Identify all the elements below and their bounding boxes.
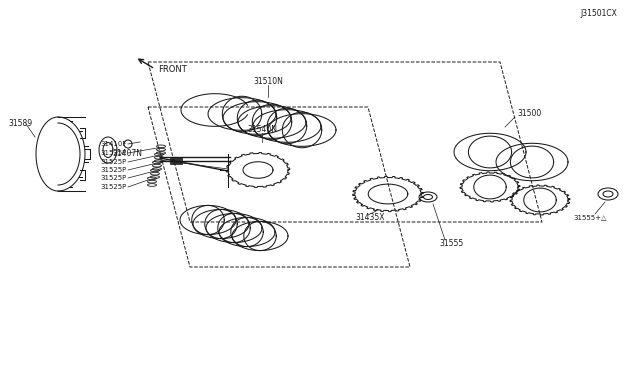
- Text: 31540N: 31540N: [247, 125, 277, 135]
- Text: 31407N: 31407N: [112, 150, 142, 158]
- Text: 31525P: 31525P: [100, 167, 126, 173]
- Text: 31525P: 31525P: [100, 175, 126, 181]
- Text: 31410F: 31410F: [100, 141, 126, 147]
- Text: 31510N: 31510N: [253, 77, 283, 87]
- Text: 31555+△: 31555+△: [573, 214, 607, 220]
- Bar: [170, 157, 182, 164]
- Text: FRONT: FRONT: [158, 64, 187, 74]
- Text: 31525P: 31525P: [100, 159, 126, 165]
- Text: 31435X: 31435X: [355, 212, 385, 221]
- Text: 31589: 31589: [8, 119, 32, 128]
- Text: 31555: 31555: [440, 240, 464, 248]
- Text: 31500: 31500: [518, 109, 542, 119]
- Text: 31525P: 31525P: [100, 184, 126, 190]
- Text: J31501CX: J31501CX: [580, 10, 617, 19]
- Text: 31525P: 31525P: [100, 150, 126, 156]
